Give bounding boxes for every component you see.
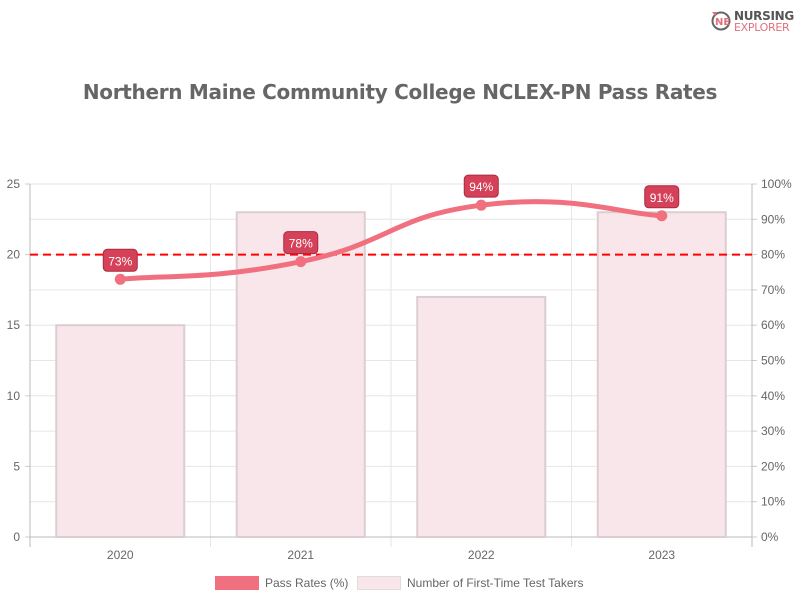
pass-rate-point-2023 <box>656 210 668 222</box>
x-axis-tick-label: 2022 <box>468 548 495 562</box>
data-label-box <box>102 248 138 272</box>
x-axis-tick-label: 2020 <box>107 548 134 562</box>
right-axis-tick-label: 0% <box>761 530 779 544</box>
data-label-box <box>463 174 499 198</box>
bar-2022 <box>416 295 547 538</box>
legend-item-test-takers[interactable]: Number of First-Time Test Takers <box>357 576 583 590</box>
data-label-box <box>644 185 680 209</box>
x-axis-tick-label: 2021 <box>287 548 314 562</box>
right-axis-tick-label: 20% <box>761 459 785 473</box>
left-axis-tick-label: 5 <box>13 459 20 473</box>
right-axis-tick-label: 90% <box>761 212 785 226</box>
right-axis-tick-label: 80% <box>761 248 785 262</box>
data-label: 73% <box>108 254 132 268</box>
logo-line1: NURSING <box>734 9 794 23</box>
legend-item-pass-rates[interactable]: Pass Rates (%) <box>215 576 348 590</box>
left-axis-tick-label: 25 <box>7 177 21 191</box>
bar-2023 <box>596 211 727 539</box>
bar-2020 <box>55 324 186 539</box>
data-label: 78% <box>289 237 313 251</box>
x-axis-tick-label: 2023 <box>648 548 675 562</box>
legend-label: Pass Rates (%) <box>265 576 349 590</box>
left-axis-tick-label: 20 <box>7 248 21 262</box>
right-axis-tick-label: 40% <box>761 389 785 403</box>
right-axis-tick-label: 100% <box>761 177 792 191</box>
right-axis-tick-label: 70% <box>761 283 785 297</box>
data-label: 91% <box>650 191 674 205</box>
data-label-box <box>283 231 319 255</box>
left-axis-tick-label: 15 <box>7 318 21 332</box>
legend-swatch-bar <box>357 576 401 590</box>
nursing-explorer-logo: NE NURSING EXPLORER <box>710 8 800 36</box>
right-axis-tick-label: 30% <box>761 424 785 438</box>
pass-rate-point-2021 <box>295 256 307 268</box>
left-axis-tick-label: 10 <box>7 389 21 403</box>
pass-rate-line <box>117 199 665 282</box>
logo-line2: EXPLORER <box>734 21 790 34</box>
logo-icon: NE <box>711 11 731 31</box>
pass-rate-point-2020 <box>114 273 126 285</box>
svg-text:NE: NE <box>715 17 730 28</box>
right-axis-tick-label: 50% <box>761 354 785 368</box>
right-axis-tick-label: 10% <box>761 495 785 509</box>
bar-2021 <box>235 211 366 539</box>
left-axis-tick-label: 0 <box>13 530 20 544</box>
right-axis-tick-label: 60% <box>761 318 785 332</box>
chart-title: Northern Maine Community College NCLEX-P… <box>82 80 718 104</box>
legend-swatch-line <box>215 576 259 590</box>
pass-rate-point-2022 <box>475 199 487 211</box>
legend-label: Number of First-Time Test Takers <box>407 576 584 590</box>
data-label: 94% <box>469 180 493 194</box>
